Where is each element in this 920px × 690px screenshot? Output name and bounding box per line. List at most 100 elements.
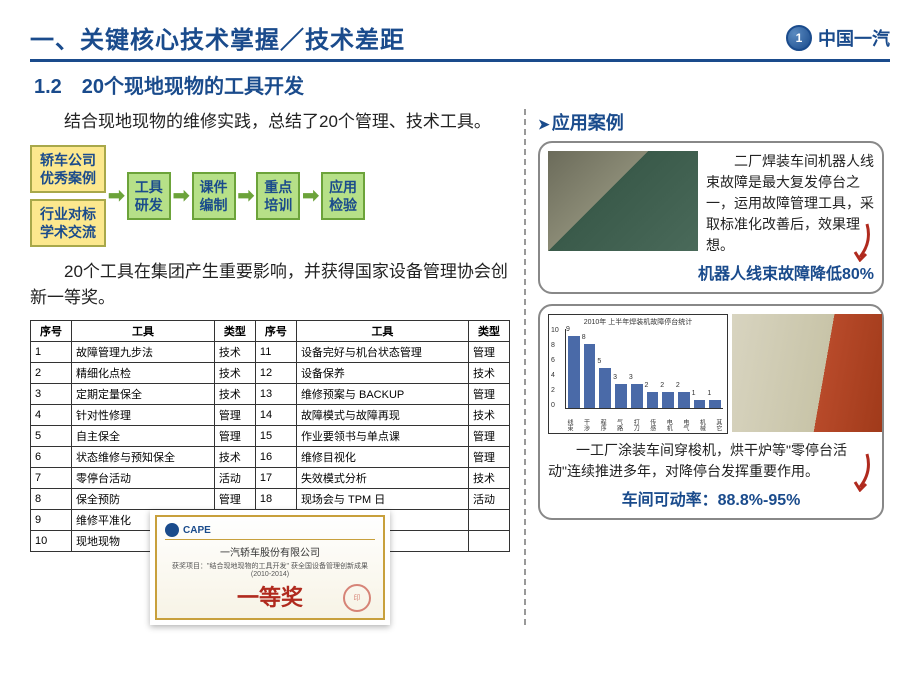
table-row: 8保全预防管理18现场会与 TPM 日活动 xyxy=(31,489,510,510)
table-cell: 3 xyxy=(31,384,72,405)
intro-paragraph: 结合现地现物的维修实践，总结了20个管理、技术工具。 xyxy=(30,109,510,135)
table-row: 1故障管理九步法技术11设备完好与机台状态管理管理 xyxy=(31,342,510,363)
table-cell: 5 xyxy=(31,426,72,447)
flow-step-1: 工具 研发 xyxy=(127,172,171,220)
table-cell: 1 xyxy=(31,342,72,363)
table-row: 3定期定量保全技术13维修预案与 BACKUP管理 xyxy=(31,384,510,405)
table-cell: 18 xyxy=(255,489,296,510)
downtime-bar-chart: 2010年 上半年焊装机故障停台统计 1086420 9853322211 线束… xyxy=(548,314,728,434)
chart-title: 2010年 上半年焊装机故障停台统计 xyxy=(549,317,727,327)
table-cell: 2 xyxy=(31,363,72,384)
table-cell: 11 xyxy=(255,342,296,363)
case1-text: 二厂焊装车间机器人线束故障是最大复发停台之一，运用故障管理工具，采取标准化改善后… xyxy=(706,151,874,256)
flow-step-4: 应用 检验 xyxy=(321,172,365,220)
table-cell: 维修目视化 xyxy=(296,447,468,468)
table-cell: 8 xyxy=(31,489,72,510)
table-cell: 技术 xyxy=(214,363,255,384)
table-cell: 技术 xyxy=(468,405,509,426)
table-cell: 状态维修与预知保全 xyxy=(72,447,215,468)
table-cell: 技术 xyxy=(214,384,255,405)
faw-logo-icon xyxy=(786,25,812,51)
chart-bar: 2 xyxy=(647,392,659,408)
cases-heading: 应用案例 xyxy=(538,109,884,135)
arrow-icon: ➡ xyxy=(108,183,125,208)
table-cell: 技术 xyxy=(214,342,255,363)
case-box-1: 二厂焊装车间机器人线束故障是最大复发停台之一，运用故障管理工具，采取标准化改善后… xyxy=(538,141,884,294)
section-title: 一、关键核心技术掌握／技术差距 xyxy=(30,20,405,55)
cert-company: 一汽轿车股份有限公司 xyxy=(165,544,375,559)
table-row: 7零停台活动活动17失效模式分析技术 xyxy=(31,468,510,489)
table-cell: 技术 xyxy=(214,447,255,468)
table-cell: 14 xyxy=(255,405,296,426)
chart-bar: 3 xyxy=(631,384,643,408)
cert-org: CAPE xyxy=(183,525,211,536)
table-cell: 设备保养 xyxy=(296,363,468,384)
table-cell: 作业要领书与单点课 xyxy=(296,426,468,447)
table-cell: 管理 xyxy=(214,426,255,447)
table-cell: 管理 xyxy=(214,489,255,510)
chart-bar: 5 xyxy=(599,368,611,408)
case2-text: 一工厂涂装车间穿梭机，烘干炉等"零停台活动"连续推进多年，对降停台发挥重要作用。 xyxy=(548,440,874,482)
table-cell: 7 xyxy=(31,468,72,489)
table-cell: 保全预防 xyxy=(72,489,215,510)
table-cell: 设备完好与机台状态管理 xyxy=(296,342,468,363)
flow-input-2: 行业对标 学术交流 xyxy=(30,199,106,247)
table-header: 序号 xyxy=(31,321,72,342)
curve-arrow-icon xyxy=(852,452,872,492)
table-cell: 管理 xyxy=(468,447,509,468)
process-flow: 轿车公司 优秀案例 行业对标 学术交流 ➡ 工具 研发 ➡ 课件 编制 ➡ 重点… xyxy=(30,145,510,248)
table-row: 5自主保全管理15作业要领书与单点课管理 xyxy=(31,426,510,447)
table-cell: 管理 xyxy=(468,426,509,447)
table-cell: 13 xyxy=(255,384,296,405)
chart-bar: 3 xyxy=(615,384,627,408)
table-header: 类型 xyxy=(214,321,255,342)
cape-logo-icon xyxy=(165,523,179,537)
table-cell: 活动 xyxy=(468,489,509,510)
chart-bar: 1 xyxy=(709,400,721,408)
arrow-icon: ➡ xyxy=(173,183,190,208)
table-cell: 技术 xyxy=(468,468,509,489)
brand-name: 中国一汽 xyxy=(818,25,890,51)
table-header: 工具 xyxy=(72,321,215,342)
table-header: 序号 xyxy=(255,321,296,342)
table-cell: 16 xyxy=(255,447,296,468)
table-cell: 管理 xyxy=(468,384,509,405)
chart-bar: 2 xyxy=(662,392,674,408)
table-header: 类型 xyxy=(468,321,509,342)
case-box-2: 2010年 上半年焊装机故障停台统计 1086420 9853322211 线束… xyxy=(538,304,884,520)
table-cell: 技术 xyxy=(468,363,509,384)
table-cell: 管理 xyxy=(214,405,255,426)
table-cell xyxy=(468,510,509,531)
table-cell: 零停台活动 xyxy=(72,468,215,489)
table-cell: 精细化点检 xyxy=(72,363,215,384)
table-cell: 自主保全 xyxy=(72,426,215,447)
table-cell: 10 xyxy=(31,531,72,552)
table-cell xyxy=(468,531,509,552)
arrow-icon: ➡ xyxy=(238,183,255,208)
brand-block: 中国一汽 xyxy=(786,25,890,51)
chart-bar: 8 xyxy=(584,344,596,408)
table-cell: 9 xyxy=(31,510,72,531)
impact-paragraph: 20个工具在集团产生重要影响，并获得国家设备管理协会创新一等奖。 xyxy=(30,259,510,310)
case2-photo xyxy=(732,314,882,432)
chart-bar: 1 xyxy=(694,400,706,408)
table-cell: 12 xyxy=(255,363,296,384)
table-cell: 故障管理九步法 xyxy=(72,342,215,363)
table-row: 4针对性修理管理14故障模式与故障再现技术 xyxy=(31,405,510,426)
table-cell: 管理 xyxy=(468,342,509,363)
table-cell: 故障模式与故障再现 xyxy=(296,405,468,426)
table-cell: 现场会与 TPM 日 xyxy=(296,489,468,510)
chart-bar: 9 xyxy=(568,336,580,408)
case2-result: 车间可动率：88.8%-95% xyxy=(548,486,874,510)
chart-bar: 2 xyxy=(678,392,690,408)
table-cell: 6 xyxy=(31,447,72,468)
case1-photo xyxy=(548,151,698,251)
table-cell: 定期定量保全 xyxy=(72,384,215,405)
table-row: 2精细化点检技术12设备保养技术 xyxy=(31,363,510,384)
right-column: 应用案例 二厂焊装车间机器人线束故障是最大复发停台之一，运用故障管理工具，采取标… xyxy=(524,109,884,625)
table-header: 工具 xyxy=(296,321,468,342)
case1-result: 机器人线束故障降低80% xyxy=(548,260,874,284)
table-cell: 针对性修理 xyxy=(72,405,215,426)
slide-header: 一、关键核心技术掌握／技术差距 中国一汽 xyxy=(30,20,890,62)
curve-arrow-icon xyxy=(852,222,872,262)
